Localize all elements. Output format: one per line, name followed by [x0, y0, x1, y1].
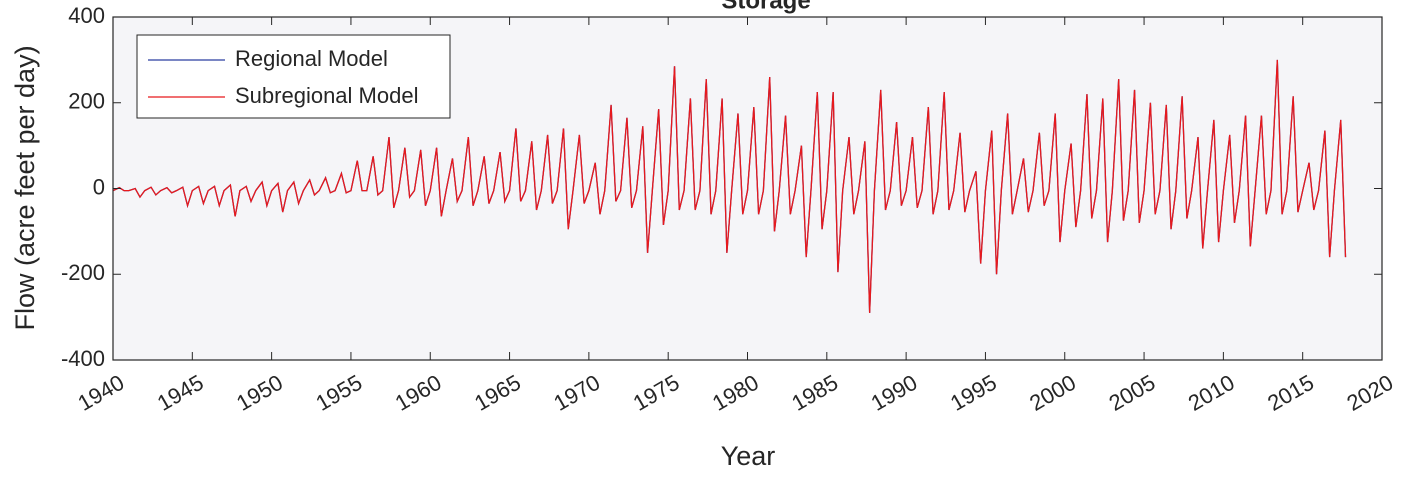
- x-tick-label: 1990: [867, 370, 922, 416]
- legend-label: Regional Model: [235, 46, 388, 71]
- y-tick-label: 200: [68, 89, 105, 114]
- x-tick-label: 2010: [1184, 370, 1239, 416]
- legend: Regional Model Subregional Model: [136, 34, 451, 119]
- x-tick-label: 1995: [946, 370, 1001, 416]
- x-tick-label: 1985: [787, 370, 842, 416]
- series-group: [112, 59, 1347, 313]
- y-axis-label: Flow (acre feet per day): [10, 45, 40, 330]
- y-tick-label: -200: [61, 260, 105, 285]
- chart-title: Storage: [721, 0, 810, 14]
- x-tick-label: 2020: [1343, 370, 1398, 416]
- x-tick-label: 1970: [549, 370, 604, 416]
- x-tick-label: 1965: [470, 370, 525, 416]
- x-tick-label: 1975: [629, 370, 684, 416]
- y-tick-label: 400: [68, 3, 105, 28]
- legend-label: Subregional Model: [235, 83, 418, 108]
- x-tick-label: 2015: [1263, 370, 1318, 416]
- x-tick-label: 1940: [74, 370, 129, 416]
- legend-box: [136, 34, 451, 119]
- y-tick-label: -400: [61, 346, 105, 371]
- x-axis-label: Year: [721, 441, 776, 471]
- series-line: [112, 59, 1347, 313]
- x-tick-label: 2000: [1025, 370, 1080, 416]
- x-tick-label: 1955: [311, 370, 366, 416]
- x-tick-label: 1945: [153, 370, 208, 416]
- x-tick-label: 1980: [708, 370, 763, 416]
- y-tick-label: 0: [93, 174, 105, 199]
- x-tick-label: 1960: [391, 370, 446, 416]
- x-tick-label: 1950: [232, 370, 287, 416]
- x-tick-label: 2005: [1105, 370, 1160, 416]
